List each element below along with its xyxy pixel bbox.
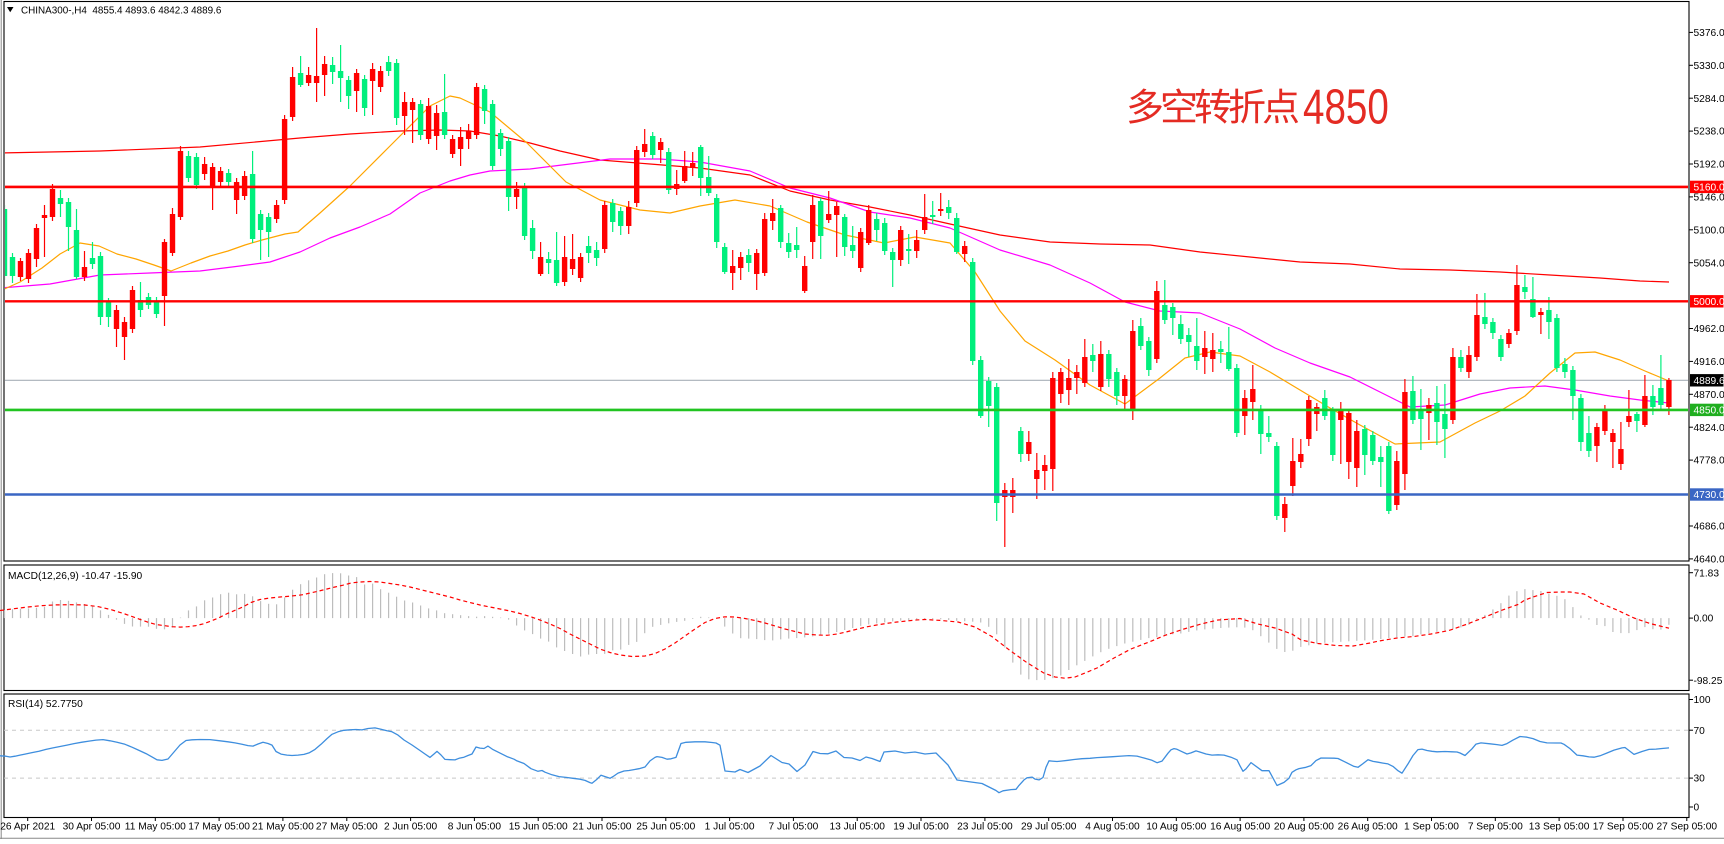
svg-text:MACD(12,26,9) -10.47 -15.90: MACD(12,26,9) -10.47 -15.90 (8, 571, 143, 582)
svg-text:0.00: 0.00 (1694, 614, 1714, 625)
svg-text:70: 70 (1694, 726, 1706, 737)
svg-text:7 Jul 05:00: 7 Jul 05:00 (768, 822, 818, 833)
svg-text:RSI(14) 52.7750: RSI(14) 52.7750 (8, 699, 83, 710)
svg-text:26 Aug 05:00: 26 Aug 05:00 (1338, 822, 1398, 833)
svg-text:19 Jul 05:00: 19 Jul 05:00 (893, 822, 949, 833)
svg-text:2 Jun 05:00: 2 Jun 05:00 (384, 822, 438, 833)
svg-text:5376.0: 5376.0 (1694, 28, 1724, 39)
svg-text:30 Apr 05:00: 30 Apr 05:00 (63, 822, 121, 833)
svg-text:4916.0: 4916.0 (1694, 357, 1724, 368)
svg-text:30: 30 (1694, 774, 1706, 785)
svg-text:23 Jul 05:00: 23 Jul 05:00 (957, 822, 1013, 833)
svg-text:21 May 05:00: 21 May 05:00 (252, 822, 314, 833)
svg-text:20 Aug 05:00: 20 Aug 05:00 (1274, 822, 1334, 833)
svg-text:17 Sep 05:00: 17 Sep 05:00 (1593, 822, 1654, 833)
svg-text:0: 0 (1694, 803, 1700, 814)
svg-text:4640.0: 4640.0 (1694, 555, 1724, 566)
svg-text:4778.0: 4778.0 (1694, 456, 1724, 467)
svg-text:5000.0: 5000.0 (1694, 297, 1724, 308)
svg-text:25 Jun 05:00: 25 Jun 05:00 (636, 822, 695, 833)
svg-text:5146.0: 5146.0 (1694, 193, 1724, 204)
svg-text:10 Aug 05:00: 10 Aug 05:00 (1146, 822, 1206, 833)
svg-text:21 Jun 05:00: 21 Jun 05:00 (573, 822, 632, 833)
svg-text:7 Sep 05:00: 7 Sep 05:00 (1468, 822, 1523, 833)
svg-text:-98.25: -98.25 (1694, 676, 1723, 687)
svg-text:1 Sep 05:00: 1 Sep 05:00 (1404, 822, 1459, 833)
svg-text:4889.6: 4889.6 (1694, 376, 1724, 387)
svg-text:4824.0: 4824.0 (1694, 423, 1724, 434)
svg-text:5238.0: 5238.0 (1694, 127, 1724, 138)
svg-text:5284.0: 5284.0 (1694, 94, 1724, 105)
svg-text:13 Jul 05:00: 13 Jul 05:00 (829, 822, 885, 833)
svg-text:4730.0: 4730.0 (1694, 490, 1724, 501)
svg-text:16 Aug 05:00: 16 Aug 05:00 (1210, 822, 1270, 833)
svg-text:27 Sep 05:00: 27 Sep 05:00 (1656, 822, 1717, 833)
svg-text:1 Jul 05:00: 1 Jul 05:00 (705, 822, 755, 833)
svg-text:5160.0: 5160.0 (1694, 183, 1724, 194)
svg-text:26 Apr 2021: 26 Apr 2021 (0, 822, 55, 833)
svg-text:5330.0: 5330.0 (1694, 61, 1724, 72)
svg-text:13 Sep 05:00: 13 Sep 05:00 (1529, 822, 1590, 833)
svg-text:100: 100 (1694, 695, 1711, 706)
svg-text:4 Aug 05:00: 4 Aug 05:00 (1085, 822, 1140, 833)
svg-text:15 Jun 05:00: 15 Jun 05:00 (509, 822, 568, 833)
svg-text:5100.0: 5100.0 (1694, 225, 1724, 236)
svg-text:4686.0: 4686.0 (1694, 522, 1724, 533)
svg-text:27 May 05:00: 27 May 05:00 (316, 822, 378, 833)
svg-text:4870.0: 4870.0 (1694, 390, 1724, 401)
svg-text:4850.0: 4850.0 (1694, 406, 1724, 417)
svg-text:4850: 4850 (1303, 80, 1389, 135)
svg-text:17 May 05:00: 17 May 05:00 (188, 822, 250, 833)
svg-text:11 May 05:00: 11 May 05:00 (125, 822, 186, 833)
svg-text:8 Jun 05:00: 8 Jun 05:00 (448, 822, 502, 833)
svg-text:29 Jul 05:00: 29 Jul 05:00 (1021, 822, 1077, 833)
svg-text:71.83: 71.83 (1694, 568, 1720, 579)
svg-text:CHINA300-,H4 4855.4 4893.6 48: CHINA300-,H4 4855.4 4893.6 4842.3 4889.6 (21, 6, 222, 17)
svg-text:5054.0: 5054.0 (1694, 258, 1724, 269)
svg-text:5192.0: 5192.0 (1694, 160, 1724, 171)
svg-text:4962.0: 4962.0 (1694, 324, 1724, 335)
